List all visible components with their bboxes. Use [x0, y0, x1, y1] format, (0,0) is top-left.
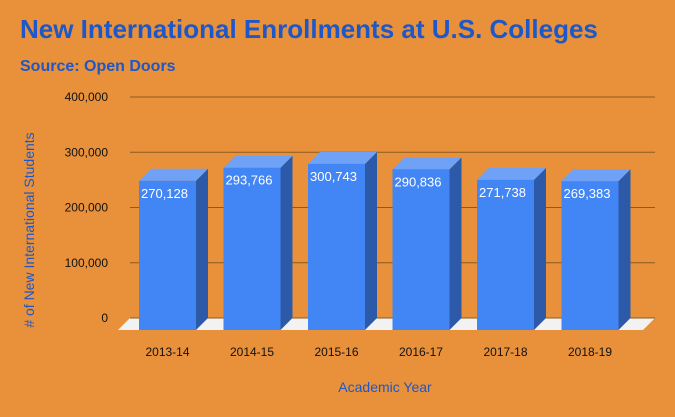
y-tick-label: 300,000 [65, 145, 109, 159]
x-axis-label: Academic Year [338, 379, 432, 395]
bar-front [392, 169, 450, 330]
bar: 270,128 [139, 168, 208, 330]
data-label: 290,836 [395, 174, 442, 189]
chart-subtitle: Source: Open Doors [20, 58, 176, 75]
x-tick-label: 2017-18 [483, 345, 527, 359]
bar-side [365, 151, 377, 330]
bar-side [449, 157, 462, 330]
y-axis-label: # of New International Students [21, 132, 37, 327]
bar-front [477, 179, 534, 330]
y-tick-label: 200,000 [65, 201, 109, 215]
x-tick-label: 2015-16 [314, 345, 358, 359]
bar-top [139, 168, 208, 181]
y-tick-label: 0 [101, 311, 108, 325]
bar-top [223, 155, 293, 168]
x-axis-ticks: 2013-14 2014-15 2015-16 2016-17 2017-18 2018-… [145, 345, 612, 359]
bar-side [534, 167, 546, 330]
bar-side [618, 169, 631, 330]
data-label: 300,743 [310, 169, 357, 184]
bar-side [280, 155, 293, 330]
bars: 270,128 293,766 300,743 290,836 271,738 269,3… [139, 151, 631, 330]
bar-top [477, 167, 546, 180]
y-axis-ticks: 0 100,000 200,000 300,000 400,000 [65, 90, 109, 325]
x-tick-label: 2013-14 [145, 345, 189, 359]
bar-top [308, 151, 377, 164]
bar-front [223, 167, 281, 330]
y-tick-label: 400,000 [65, 90, 109, 104]
bar-front [308, 163, 365, 330]
data-label: 269,383 [564, 186, 611, 201]
bar-top [561, 169, 631, 182]
bar: 300,743 [308, 151, 377, 330]
x-tick-label: 2016-17 [399, 345, 443, 359]
bar-front [561, 181, 619, 330]
x-tick-label: 2018-19 [568, 345, 612, 359]
chart-title: New International Enrollments at U.S. Co… [20, 14, 598, 44]
bar: 271,738 [477, 167, 546, 330]
data-label: 270,128 [141, 186, 188, 201]
bar: 269,383 [561, 169, 631, 330]
x-tick-label: 2014-15 [230, 345, 274, 359]
bar-side [196, 168, 208, 330]
y-tick-label: 100,000 [65, 256, 109, 270]
bar-front [139, 180, 196, 330]
data-label: 293,766 [226, 173, 273, 188]
data-label: 271,738 [479, 185, 526, 200]
bar: 290,836 [392, 157, 462, 330]
bar-top [392, 157, 462, 170]
bar: 293,766 [223, 155, 293, 330]
